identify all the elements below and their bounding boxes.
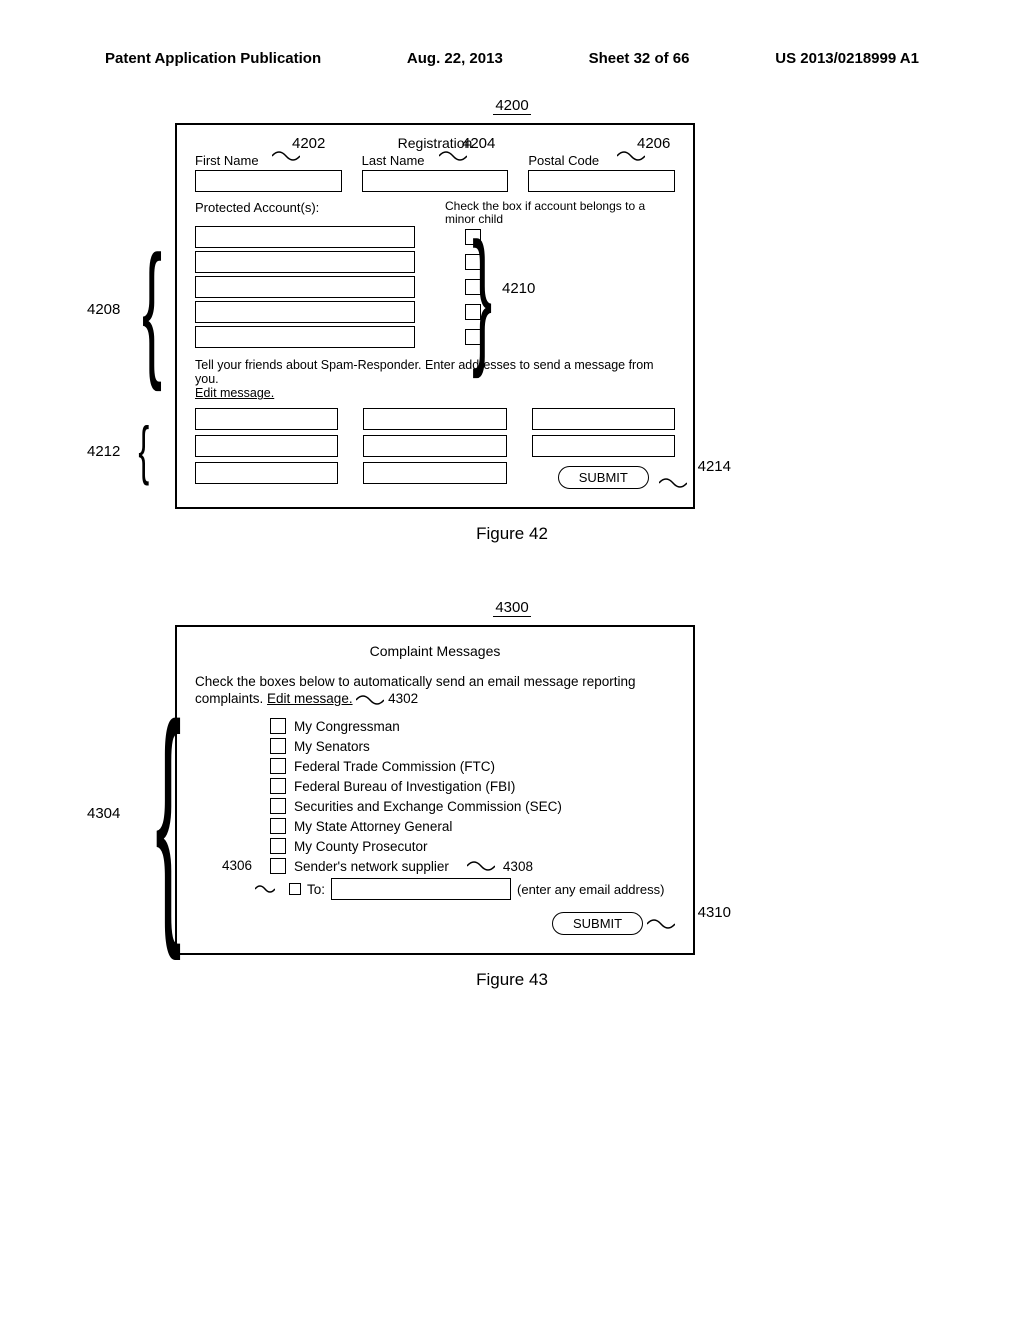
header-date: Aug. 22, 2013 bbox=[407, 50, 503, 67]
ref-4208: 4208 bbox=[87, 301, 120, 318]
last-name-input[interactable] bbox=[362, 170, 509, 192]
ref-4308: 4308 bbox=[503, 859, 533, 874]
friend-address-input[interactable] bbox=[195, 408, 338, 430]
ref-4304: 4304 bbox=[87, 805, 120, 822]
protected-account-input[interactable] bbox=[195, 226, 415, 248]
brace-4210: { bbox=[472, 220, 492, 370]
postal-code-input[interactable] bbox=[528, 170, 675, 192]
fig43-panel: Complaint Messages Check the boxes below… bbox=[175, 625, 695, 955]
friend-address-input[interactable] bbox=[532, 408, 675, 430]
complaint-checkbox[interactable] bbox=[270, 818, 286, 834]
protected-account-input[interactable] bbox=[195, 326, 415, 348]
friend-address-input[interactable] bbox=[363, 462, 506, 484]
ref-4210: 4210 bbox=[502, 280, 535, 297]
lead-line-icon bbox=[439, 150, 467, 162]
brace-4212: { bbox=[138, 417, 149, 482]
complaint-option: My Congressman bbox=[294, 719, 400, 734]
to-label: To: bbox=[307, 882, 325, 897]
friend-address-input[interactable] bbox=[363, 408, 506, 430]
complaint-checkbox[interactable] bbox=[270, 778, 286, 794]
first-name-label: First Name bbox=[195, 153, 342, 168]
lead-line-icon bbox=[659, 477, 687, 489]
lead-line-icon bbox=[255, 883, 283, 895]
complaint-option: My State Attorney General bbox=[294, 819, 452, 834]
lead-line-icon bbox=[272, 150, 300, 162]
fig42-panel: Registration 4202 4204 4206 First Name L… bbox=[175, 123, 695, 509]
fig42-number: 4200 bbox=[493, 97, 530, 115]
friend-address-input[interactable] bbox=[195, 462, 338, 484]
protected-account-input[interactable] bbox=[195, 276, 415, 298]
complaint-option: Sender's network supplier bbox=[294, 859, 449, 874]
ref-4212: 4212 bbox=[87, 443, 120, 460]
complaint-option: My County Prosecutor bbox=[294, 839, 428, 854]
friend-address-input[interactable] bbox=[532, 435, 675, 457]
to-email-input[interactable] bbox=[331, 878, 511, 900]
ref-4310: 4310 bbox=[698, 904, 731, 921]
edit-message-link[interactable]: Edit message. bbox=[267, 691, 353, 706]
friend-address-input[interactable] bbox=[363, 435, 506, 457]
ref-4306: 4306 bbox=[222, 858, 252, 873]
ref-4204: 4204 bbox=[462, 135, 495, 152]
lead-line-icon bbox=[647, 918, 675, 930]
ref-4214: 4214 bbox=[698, 458, 731, 475]
complaint-option: Federal Bureau of Investigation (FBI) bbox=[294, 779, 515, 794]
complaint-option: Federal Trade Commission (FTC) bbox=[294, 759, 495, 774]
brace-4208: { bbox=[142, 233, 162, 383]
submit-button[interactable]: SUBMIT bbox=[552, 912, 643, 935]
fig43-number: 4300 bbox=[493, 599, 530, 617]
complaint-title: Complaint Messages bbox=[195, 643, 675, 659]
complaint-option: My Senators bbox=[294, 739, 370, 754]
lead-line-icon bbox=[617, 150, 645, 162]
page-header: Patent Application Publication Aug. 22, … bbox=[0, 0, 1024, 77]
tell-friends-text: Tell your friends about Spam-Responder. … bbox=[195, 358, 675, 400]
complaint-checkbox[interactable] bbox=[270, 718, 286, 734]
header-sheet: Sheet 32 of 66 bbox=[589, 50, 690, 67]
last-name-label: Last Name bbox=[362, 153, 509, 168]
complaint-checkbox[interactable] bbox=[270, 738, 286, 754]
postal-code-label: Postal Code bbox=[528, 153, 675, 168]
complaint-intro: Check the boxes below to automatically s… bbox=[195, 674, 675, 708]
complaint-checkbox[interactable] bbox=[270, 838, 286, 854]
friend-address-input[interactable] bbox=[195, 435, 338, 457]
protected-account-input[interactable] bbox=[195, 251, 415, 273]
complaint-checkbox[interactable] bbox=[270, 758, 286, 774]
header-left: Patent Application Publication bbox=[105, 50, 321, 67]
header-pubno: US 2013/0218999 A1 bbox=[775, 50, 919, 67]
complaint-checkbox[interactable] bbox=[270, 798, 286, 814]
edit-message-link[interactable]: Edit message. bbox=[195, 386, 274, 400]
protected-account-input[interactable] bbox=[195, 301, 415, 323]
complaint-option: Securities and Exchange Commission (SEC) bbox=[294, 799, 562, 814]
first-name-input[interactable] bbox=[195, 170, 342, 192]
protected-accounts-label: Protected Account(s): bbox=[195, 200, 415, 226]
lead-line-icon bbox=[467, 860, 495, 872]
ref-4302: 4302 bbox=[388, 691, 418, 706]
registration-title: Registration bbox=[195, 135, 675, 151]
tell-friends-sentence: Tell your friends about Spam-Responder. … bbox=[195, 358, 654, 386]
submit-button[interactable]: SUBMIT bbox=[558, 466, 649, 489]
lead-line-icon bbox=[356, 694, 384, 706]
to-checkbox[interactable] bbox=[289, 883, 301, 895]
to-hint: (enter any email address) bbox=[517, 882, 664, 897]
fig43-caption: Figure 43 bbox=[105, 970, 919, 990]
complaint-checkbox[interactable] bbox=[270, 858, 286, 874]
fig42-caption: Figure 42 bbox=[105, 524, 919, 544]
